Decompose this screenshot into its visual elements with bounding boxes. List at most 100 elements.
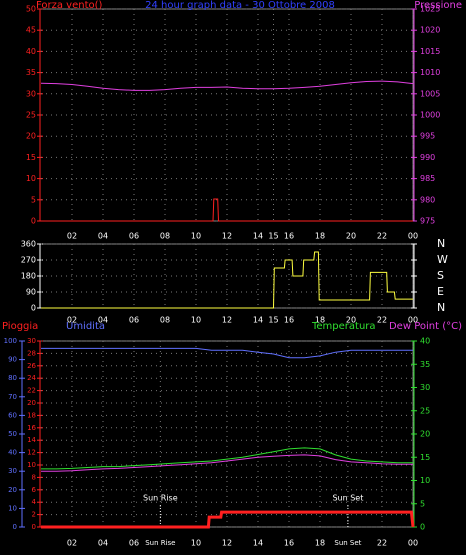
y-tick-label: 10: [420, 476, 430, 485]
x-tick-label: 10: [191, 232, 201, 241]
y-tick-label: 0: [420, 523, 425, 532]
x-tick-label: 22: [377, 539, 387, 548]
y-tick-label: 6: [32, 486, 37, 494]
x-tick-label: 16: [284, 232, 294, 241]
series-line: [41, 251, 413, 309]
annotation: Sun Set: [332, 494, 363, 503]
y-tick-label: 0: [32, 523, 36, 531]
x-tick-label: 06: [129, 316, 139, 325]
y-tick-label: S: [437, 269, 444, 282]
y-tick-label: 1005: [420, 89, 440, 98]
y-tick-label: 10: [26, 174, 36, 183]
y-tick-label: 0: [31, 304, 36, 313]
y-tick-label: 50: [8, 430, 17, 438]
x-tick-label: 12: [222, 539, 232, 548]
y-tick-label: 995: [420, 132, 435, 141]
y-tick-label: 30: [27, 337, 36, 345]
y-tick-label: 100: [4, 337, 17, 345]
y-tick-label: 360: [21, 240, 36, 249]
y-tick-label: 20: [27, 399, 36, 407]
y-tick-label: 10: [27, 461, 36, 469]
series-line: [41, 447, 413, 470]
y-tick-label: 985: [420, 174, 435, 183]
x-tick-label: 14: [253, 539, 263, 548]
y-tick-label: 20: [420, 430, 430, 439]
y-tick-label: N: [437, 237, 445, 250]
y-tick-label: 15: [420, 453, 430, 462]
x-tick-label: 08: [160, 232, 170, 241]
x-tick-label: 12: [222, 316, 232, 325]
x-tick-label: 18: [315, 539, 325, 548]
x-tick-label: 00: [408, 539, 418, 548]
y-tick-label: 35: [26, 68, 36, 77]
y-tick-label: 30: [420, 383, 430, 392]
x-tick-label: 04: [98, 232, 108, 241]
x-tick-label: Sun Set: [334, 539, 361, 547]
chart-title: 24 hour graph data - 30 Ottobre 2008: [145, 0, 335, 11]
y-tick-label: 40: [26, 47, 36, 56]
y-tick-label: 14: [27, 436, 36, 444]
x-tick-label: 20: [346, 232, 356, 241]
x-tick-label: 22: [377, 232, 387, 241]
y-tick-label: 180: [21, 272, 36, 281]
x-tick-label: 20: [346, 316, 356, 325]
y-tick-label: 5: [420, 499, 425, 508]
legend-label: Pressione: [414, 0, 462, 11]
y-tick-label: 28: [27, 349, 36, 357]
y-tick-label: 8: [32, 473, 36, 481]
x-tick-label: 18: [315, 232, 325, 241]
legend-label: Umidita: [66, 321, 105, 332]
y-tick-label: 4: [32, 498, 37, 506]
x-tick-label: 06: [129, 539, 139, 548]
y-tick-label: 60: [8, 411, 17, 419]
series-line: [41, 198, 413, 222]
y-tick-label: 12: [27, 449, 36, 457]
legend-label: Pioggia: [2, 321, 38, 332]
x-tick-label: 10: [191, 316, 201, 325]
x-tick-label: 06: [129, 232, 139, 241]
x-tick-label: 15: [268, 232, 278, 241]
y-tick-label: 45: [26, 26, 36, 35]
x-tick-label: 08: [160, 316, 170, 325]
x-tick-label: 15: [268, 316, 278, 325]
y-tick-label: 20: [26, 132, 36, 141]
legend-label: Dew Point (°C): [389, 321, 462, 332]
y-tick-label: 2: [32, 511, 36, 519]
y-tick-label: 70: [8, 393, 17, 401]
y-tick-label: 1015: [420, 47, 440, 56]
y-tick-label: E: [437, 285, 444, 298]
y-tick-label: 0: [13, 523, 17, 531]
x-tick-label: 10: [191, 539, 201, 548]
x-tick-label: 04: [98, 316, 108, 325]
x-tick-label: 16: [284, 539, 294, 548]
x-tick-label: 22: [377, 316, 387, 325]
y-tick-label: 40: [420, 337, 430, 346]
x-tick-label: 18: [315, 316, 325, 325]
y-tick-label: 15: [26, 153, 36, 162]
y-tick-label: 18: [27, 411, 36, 419]
y-tick-label: 30: [26, 89, 36, 98]
y-tick-label: 25: [26, 111, 36, 120]
x-tick-label: 04: [98, 539, 108, 548]
y-tick-label: 1000: [420, 111, 440, 120]
y-tick-label: 40: [8, 449, 17, 457]
y-tick-label: 990: [420, 153, 435, 162]
series-line: [41, 454, 413, 472]
y-tick-label: 30: [8, 467, 17, 475]
annotation: Sun Rise: [143, 494, 178, 503]
y-tick-label: 24: [27, 374, 36, 382]
series-line: [41, 510, 415, 529]
y-tick-label: 5: [31, 195, 36, 204]
y-tick-label: 16: [27, 424, 36, 432]
y-tick-label: 0: [31, 217, 36, 226]
y-tick-label: 25: [420, 406, 430, 415]
y-tick-label: 1010: [420, 68, 440, 77]
y-tick-label: 1025: [420, 5, 440, 14]
y-tick-label: W: [437, 253, 448, 266]
series-line: [40, 80, 414, 91]
x-tick-label: 02: [67, 316, 77, 325]
y-tick-label: 26: [27, 362, 36, 370]
y-tick-label: 980: [420, 195, 435, 204]
